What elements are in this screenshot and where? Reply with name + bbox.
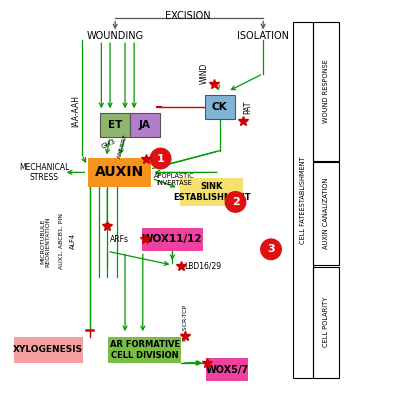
Text: XYLOGENESIS: XYLOGENESIS <box>13 345 83 354</box>
Text: WOX11/12: WOX11/12 <box>142 234 203 244</box>
Text: APOPLASTIC
INVERTASE: APOPLASTIC INVERTASE <box>154 173 195 186</box>
Text: 2: 2 <box>232 197 239 207</box>
Bar <box>313 23 339 160</box>
Text: PAT: PAT <box>243 101 252 114</box>
Text: GH3: GH3 <box>100 138 116 149</box>
Text: ISOLATION: ISOLATION <box>237 31 289 41</box>
Text: LBD16/29: LBD16/29 <box>184 261 221 270</box>
Text: WOX5/7: WOX5/7 <box>205 365 248 375</box>
Text: CK: CK <box>212 102 228 112</box>
Text: WOUNDING: WOUNDING <box>86 31 144 41</box>
Bar <box>205 95 234 119</box>
Bar <box>142 228 203 251</box>
Text: ET: ET <box>108 120 122 130</box>
Circle shape <box>225 192 246 212</box>
Text: SINK
ESTABLISHMENT: SINK ESTABLISHMENT <box>173 183 251 202</box>
Text: CELL POLARITY: CELL POLARITY <box>323 297 329 348</box>
Text: 1: 1 <box>157 154 164 164</box>
Text: JA: JA <box>139 120 151 130</box>
Text: AP2/ERF: AP2/ERF <box>117 133 128 159</box>
Text: EXCISION: EXCISION <box>165 11 211 21</box>
Text: MECHANICAL
STRESS: MECHANICAL STRESS <box>19 163 69 182</box>
Circle shape <box>261 239 281 259</box>
Text: IAA-AAH: IAA-AAH <box>71 95 80 127</box>
Text: MICROTUBULE
REORIENTATION: MICROTUBULE REORIENTATION <box>40 216 51 267</box>
Text: WIND: WIND <box>200 63 208 84</box>
Text: ARFs: ARFs <box>110 235 129 244</box>
Text: ALF4: ALF4 <box>70 233 76 249</box>
Bar <box>130 113 160 137</box>
Text: CELL FATEESTABLISHMENT: CELL FATEESTABLISHMENT <box>300 156 306 244</box>
Bar <box>180 178 244 206</box>
Text: AUX1, ABCB1, PIN: AUX1, ABCB1, PIN <box>58 213 64 269</box>
Bar <box>313 267 339 377</box>
Text: PLT-SCR-TCP: PLT-SCR-TCP <box>182 304 188 341</box>
Circle shape <box>150 148 171 169</box>
Text: AUXIN: AUXIN <box>94 166 144 179</box>
Bar <box>14 337 83 363</box>
Bar <box>108 337 181 363</box>
Bar <box>313 162 339 265</box>
Bar <box>206 358 248 381</box>
Text: AUXIN CANALIZATION: AUXIN CANALIZATION <box>323 178 329 249</box>
Bar <box>293 23 313 377</box>
Text: WOUND RESPONSE: WOUND RESPONSE <box>323 59 329 124</box>
Bar <box>88 158 151 187</box>
Bar <box>100 113 130 137</box>
Text: AR FORMATIVE
CELL DIVISION: AR FORMATIVE CELL DIVISION <box>110 340 180 360</box>
Text: 3: 3 <box>267 244 275 254</box>
